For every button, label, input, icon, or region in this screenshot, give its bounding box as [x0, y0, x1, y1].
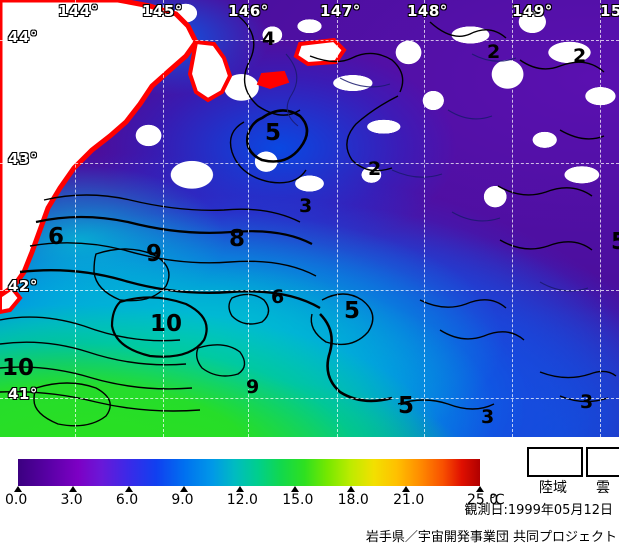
gridline-parallel — [0, 40, 619, 41]
legend-label-land: 陸域 — [539, 480, 567, 496]
longitude-label: 147° — [320, 2, 361, 20]
map-axis-labels: 144° 145° 146° 147° 148° 149° 15 44° 43° 42° 41° — [8, 2, 619, 403]
gridline-meridian — [163, 0, 164, 437]
colorbar-tick-label: 15.0 — [282, 492, 314, 508]
colorbar-tick-label: 9.0 — [171, 492, 194, 508]
longitude-label: 145° — [142, 2, 183, 20]
colorbar-tick-label: 0.0 — [5, 492, 28, 508]
project-credit: 岩手県／宇宙開発事業団 共同プロジェクト — [365, 530, 617, 545]
legend-label-cloud: 雲 — [596, 480, 610, 496]
contour-label: 9 — [246, 376, 260, 398]
colorbar-tick-mark — [14, 486, 22, 492]
legend-swatch-land — [527, 447, 583, 477]
latitude-label: 41° — [8, 385, 38, 403]
colorbar-tick-label: 25.0 — [467, 492, 499, 508]
colorbar-tick-mark — [402, 486, 411, 492]
contour-label: 5 — [344, 298, 361, 324]
contour-label: 3 — [580, 391, 594, 413]
longitude-label: 149° — [512, 2, 553, 20]
colorbar-tick-mark — [235, 486, 244, 492]
latitude-label: 44° — [8, 28, 38, 46]
longitude-label: 15 — [600, 2, 619, 20]
sst-map-panel: 144° 145° 146° 147° 148° 149° 15 44° 43° 42° 41° 4… — [0, 0, 619, 437]
colorbar-unit-label: ℃ — [489, 492, 505, 508]
gridline-parallel — [0, 398, 619, 399]
colorbar-tick-label: 21.0 — [393, 492, 425, 508]
colorbar-tick-mark — [476, 486, 484, 492]
colorbar-tick-mark — [69, 486, 78, 492]
longitude-label: 148° — [407, 2, 448, 20]
colorbar-tick-mark — [346, 486, 355, 492]
contour-label: 2 — [487, 41, 501, 63]
contour-label: 5 — [611, 231, 619, 254]
colorbar-tick-mark — [124, 486, 133, 492]
contour-label: 10 — [2, 355, 35, 381]
temperature-colorbar — [18, 459, 480, 486]
contour-label: 6 — [271, 286, 285, 308]
colorbar-tick-label: 18.0 — [337, 492, 369, 508]
legend-swatch-cloud — [586, 447, 619, 477]
contour-label: 2 — [368, 158, 382, 180]
colorbar-tick-mark — [291, 486, 300, 492]
observation-date: 観測日:1999年05月12日 — [464, 503, 613, 518]
contour-label: 2 — [573, 45, 587, 67]
contour-label: 10 — [150, 311, 183, 337]
secondary-contours-overlay — [285, 53, 589, 292]
legend-panel: 0.0 3.0 6.0 9.0 12.0 15.0 18.0 21.0 25.0 ℃ 陸域 雲 … — [0, 437, 619, 546]
contour-label: 5 — [265, 120, 282, 146]
gridline-meridian — [337, 0, 338, 437]
latitude-label: 43° — [8, 150, 38, 168]
contour-label: 9 — [146, 241, 163, 267]
colorbar-tick-label: 6.0 — [115, 492, 139, 508]
contour-lines-overlay — [0, 13, 617, 427]
gridline-meridian — [600, 0, 601, 437]
contour-label: 3 — [299, 195, 313, 217]
latitude-label: 42° — [8, 277, 38, 295]
gridline-meridian — [75, 0, 76, 437]
longitude-label: 146° — [228, 2, 269, 20]
sst-raster — [0, 0, 619, 437]
gridline-meridian — [512, 0, 513, 437]
colorbar-tick-label: 3.0 — [60, 492, 83, 508]
gridline-meridian — [424, 0, 425, 437]
gridline-parallel — [0, 163, 619, 164]
contour-label: 6 — [48, 224, 65, 250]
contour-label: 5 — [398, 393, 415, 419]
gridline-parallel — [0, 290, 619, 291]
contour-value-labels: 4 2 2 5 2 3 6 8 5 9 6 5 10 10 9 5 3 3 — [2, 28, 619, 428]
colorbar-tick-label: 12.0 — [226, 492, 258, 508]
contour-label: 4 — [262, 28, 276, 50]
landmass-overlay — [0, 0, 347, 315]
longitude-label: 144° — [58, 2, 99, 20]
colorbar-tick-mark — [180, 486, 189, 492]
gridline-meridian — [248, 0, 249, 437]
map-gridlines — [0, 0, 619, 437]
contour-label: 8 — [229, 226, 246, 252]
contour-label: 3 — [481, 406, 495, 428]
